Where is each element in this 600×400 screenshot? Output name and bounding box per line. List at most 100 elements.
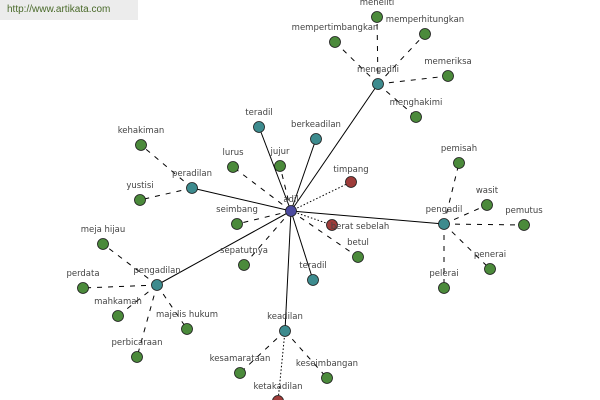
node-mengadili[interactable]: mengadili [357, 65, 399, 90]
node-circle[interactable] [484, 263, 496, 275]
node-meneliti[interactable]: meneliti [360, 0, 395, 23]
node-circle[interactable] [186, 182, 198, 194]
edge-adil-berkeadilan [290, 138, 317, 212]
node-circle[interactable] [410, 111, 422, 123]
node-wasit[interactable]: wasit [476, 186, 499, 211]
edge-adil-pengadil [290, 210, 445, 225]
node-perdata[interactable]: perdata [66, 269, 100, 294]
node-label: pelerai [429, 269, 458, 279]
edge-adil-pengadilan [156, 210, 292, 286]
node-kehakiman[interactable]: kehakiman [118, 126, 165, 151]
node-circle[interactable] [345, 176, 357, 188]
node-circle[interactable] [442, 70, 454, 82]
node-kesamarataan[interactable]: kesamarataan [210, 354, 271, 379]
node-circle[interactable] [329, 36, 341, 48]
node-teradil2[interactable]: teradil [299, 261, 327, 286]
node-penerai[interactable]: penerai [474, 250, 506, 275]
node-circle[interactable] [285, 205, 297, 217]
edge-adil-mengadili [290, 83, 379, 212]
edge-peradilan-kehakiman [140, 144, 193, 189]
node-circle[interactable] [326, 219, 338, 231]
node-circle[interactable] [310, 133, 322, 145]
node-circle[interactable] [112, 310, 124, 322]
node-berkeadilan[interactable]: berkeadilan [291, 120, 341, 145]
node-circle[interactable] [481, 199, 493, 211]
node-pemisah[interactable]: pemisah [441, 144, 477, 169]
node-mejahijau[interactable]: meja hijau [81, 225, 126, 250]
node-menghakimi[interactable]: menghakimi [390, 98, 443, 123]
node-circle[interactable] [453, 157, 465, 169]
edge-pengadilan-mejahijau [102, 243, 158, 286]
node-beratsebelah[interactable]: berat sebelah [326, 219, 390, 233]
edge-adil-keadilan [284, 210, 292, 332]
edge-keadilan-keseimbangan [284, 330, 328, 379]
node-circle[interactable] [77, 282, 89, 294]
node-circle[interactable] [131, 351, 143, 363]
node-betul[interactable]: betul [347, 238, 369, 263]
node-label: memeriksa [424, 57, 471, 67]
node-pemutus[interactable]: pemutus [505, 206, 543, 231]
node-majelishukum[interactable]: majelis hukum [156, 310, 218, 335]
node-circle[interactable] [234, 367, 246, 379]
edge-pengadilan-majelishukum [156, 284, 188, 330]
node-timpang[interactable]: timpang [333, 165, 369, 188]
node-teradil1[interactable]: teradil [245, 108, 273, 133]
node-label: teradil [299, 261, 326, 271]
node-seimbang[interactable]: seimbang [216, 205, 258, 230]
node-circle[interactable] [135, 139, 147, 151]
edge-pengadil-pemutus [443, 223, 525, 226]
edge-adil-timpang [290, 181, 352, 212]
node-pelerai[interactable]: pelerai [429, 269, 459, 294]
node-circle[interactable] [134, 194, 146, 206]
node-label: pemutus [505, 206, 543, 216]
node-peradilan[interactable]: peradilan [172, 169, 212, 194]
node-lurus[interactable]: lurus [222, 148, 244, 173]
edge-adil-teradil2 [290, 210, 314, 281]
node-label: teradil [245, 108, 272, 118]
edge-adil-peradilan [191, 187, 292, 212]
node-circle[interactable] [238, 259, 250, 271]
edge-keadilan-ketakadilan [277, 330, 286, 400]
node-circle[interactable] [151, 279, 163, 291]
node-jujur[interactable]: jujur [270, 147, 290, 172]
node-pengadil[interactable]: pengadil [426, 205, 463, 230]
node-circle[interactable] [231, 218, 243, 230]
node-circle[interactable] [253, 121, 265, 133]
node-circle[interactable] [97, 238, 109, 250]
node-circle[interactable] [352, 251, 364, 263]
node-label: timpang [333, 165, 368, 175]
node-memeriksa[interactable]: memeriksa [424, 57, 472, 82]
node-circle[interactable] [438, 282, 450, 294]
node-circle[interactable] [272, 395, 284, 400]
edge-pengadil-wasit [443, 204, 488, 225]
node-perbicaraan[interactable]: perbicaraan [111, 338, 163, 363]
node-circle[interactable] [227, 161, 239, 173]
node-circle[interactable] [181, 323, 193, 335]
node-circle[interactable] [321, 372, 333, 384]
node-pengadilan[interactable]: pengadilan [133, 266, 181, 291]
edge-mengadili-memeriksa [377, 75, 449, 85]
node-mahkamah[interactable]: mahkamah [94, 297, 142, 322]
node-circle[interactable] [372, 78, 384, 90]
node-label: wasit [476, 186, 499, 196]
node-label: sepatutnya [220, 246, 268, 256]
node-sepatutnya[interactable]: sepatutnya [220, 246, 268, 271]
node-circle[interactable] [438, 218, 450, 230]
node-mempertimbangkan[interactable]: mempertimbangkan [292, 23, 379, 48]
node-circle[interactable] [307, 274, 319, 286]
node-circle[interactable] [371, 11, 383, 23]
node-label: peradilan [172, 169, 212, 179]
node-label: meneliti [360, 0, 395, 8]
node-yustisi[interactable]: yustisi [126, 181, 154, 206]
node-circle[interactable] [279, 325, 291, 337]
node-circle[interactable] [518, 219, 530, 231]
edge-pengadilan-mahkamah [117, 284, 158, 317]
node-label: perbicaraan [111, 338, 162, 348]
node-circle[interactable] [274, 160, 286, 172]
node-memperhitungkan[interactable]: memperhitungkan [386, 15, 464, 40]
node-keadilan[interactable]: keadilan [267, 312, 303, 337]
node-circle[interactable] [419, 28, 431, 40]
node-adil[interactable]: adil [283, 195, 299, 217]
node-keseimbangan[interactable]: keseimbangan [296, 359, 358, 384]
node-ketakadilan[interactable]: ketakadilan [253, 382, 303, 400]
